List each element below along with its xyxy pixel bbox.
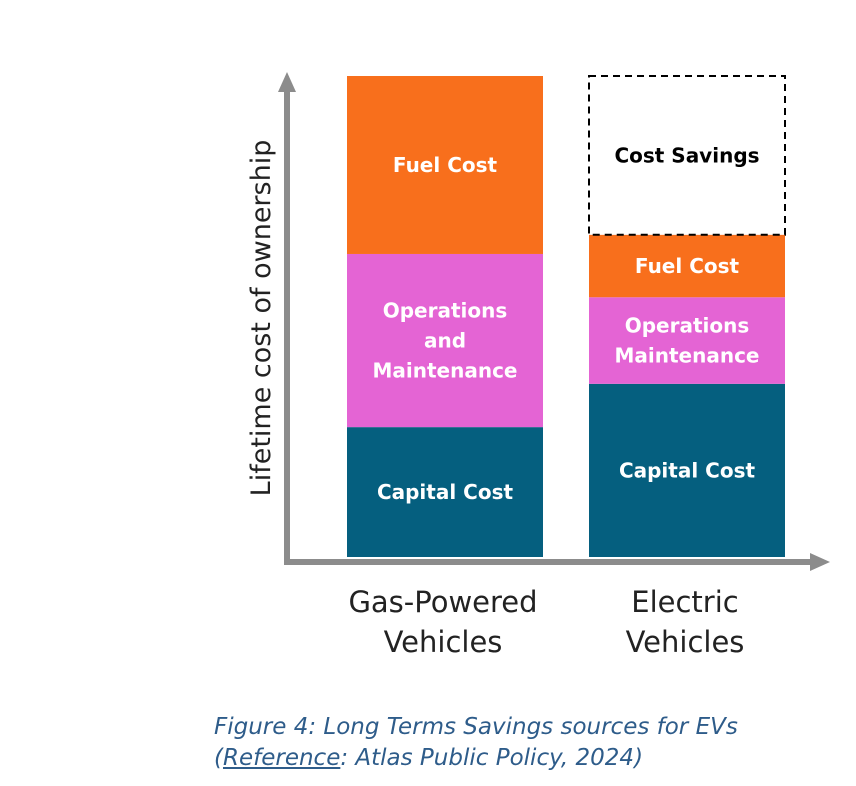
caption-line-2: (Reference: Atlas Public Policy, 2024) [214,743,834,774]
segment-label: Cost Savings [614,143,759,167]
bar-gas-powered-vehicles-fuel-cost [347,76,543,254]
category-label: Electric [631,585,738,619]
category-label: Gas-Powered [348,585,537,619]
y-axis-arrow [278,72,296,92]
segment-label: Capital Cost [619,458,756,482]
segment-label: Fuel Cost [393,153,498,177]
bar-gas-powered-vehicles-operations-and-maintenance [347,253,543,428]
bar-electric-vehicles-fuel-cost [589,234,785,298]
bar-electric-vehicles-capital-cost [589,383,785,557]
figure-caption: Figure 4: Long Terms Savings sources for… [214,712,834,774]
segment-label: Operations [625,314,750,338]
bar-gas-powered-vehicles-capital-cost [347,427,543,557]
x-axis-arrow [810,553,830,571]
segment-label: Maintenance [614,344,759,368]
caption-source: : Atlas Public Policy, 2024) [340,745,644,771]
segment-label: Maintenance [372,359,517,383]
reference-link[interactable]: Reference [222,745,341,771]
category-label: Vehicles [384,625,503,659]
bar-electric-vehicles-cost-savings [588,75,786,236]
segment-label: Fuel Cost [635,254,740,278]
caption-line-1: Figure 4: Long Terms Savings sources for… [214,714,738,740]
y-axis-label: Lifetime cost of ownership [246,140,277,497]
segment-label: Operations [383,299,508,323]
segment-label: Capital Cost [377,480,514,504]
category-label: Vehicles [626,625,745,659]
segment-label: and [424,329,466,353]
bar-electric-vehicles-operations-and-maintenance [589,297,785,384]
caption-open-paren: ( [214,745,223,771]
stacked-bar-chart: Lifetime cost of ownership Capital Cost Op… [246,72,830,659]
